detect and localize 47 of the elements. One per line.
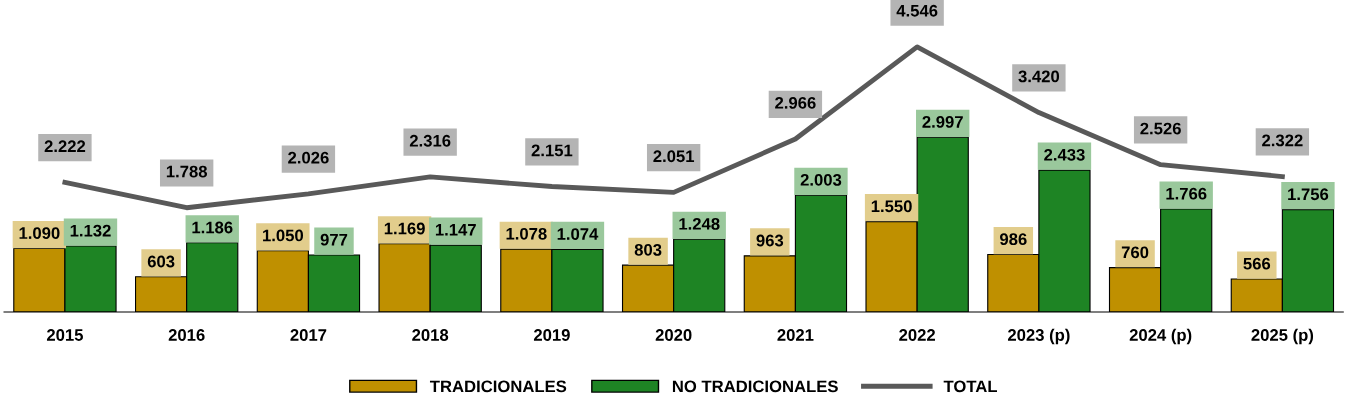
data-label: 2.316 (409, 134, 451, 147)
data-label: 986 (1000, 233, 1027, 246)
data-label: 1.169 (384, 222, 425, 235)
legend-label: TRADICIONALES (429, 380, 567, 393)
data-label: 3.420 (1018, 70, 1060, 83)
legend-label: TOTAL (943, 380, 997, 393)
data-label: 803 (634, 243, 662, 256)
legend-label: NO TRADICIONALES (672, 380, 838, 393)
data-label: 2.222 (44, 140, 86, 152)
data-label: 1.132 (70, 224, 111, 237)
data-label: 1.788 (166, 165, 208, 178)
data-label: 2.003 (800, 173, 842, 186)
data-label: 1.766 (1166, 187, 1207, 200)
x-tick-label: 2022 (899, 329, 936, 341)
data-label: 1.248 (679, 217, 720, 230)
data-label: 2.966 (775, 96, 816, 109)
x-tick-label: 2023 (p) (1007, 328, 1070, 345)
x-tick-label: 2015 (46, 329, 83, 341)
x-tick-label: 2018 (412, 329, 449, 341)
x-tick-label: 2025 (p) (1251, 328, 1314, 345)
data-label: 2.026 (288, 151, 329, 164)
data-label: 1.090 (19, 227, 60, 239)
data-label: 2.051 (653, 150, 695, 163)
data-label: 4.546 (896, 4, 938, 17)
data-label: 1.550 (871, 200, 912, 213)
data-label: 1.078 (506, 227, 547, 240)
data-label: 1.050 (263, 229, 304, 242)
data-label: 2.433 (1044, 148, 1085, 161)
x-tick-label: 2021 (777, 329, 814, 341)
x-tick-label: 2017 (290, 329, 327, 341)
data-label: 977 (320, 233, 348, 246)
x-tick-label: 2016 (168, 329, 205, 341)
x-tick-label: 2019 (533, 329, 570, 341)
data-label: 2.997 (922, 115, 963, 128)
data-label: 2.151 (531, 144, 573, 157)
x-tick-label: 2024 (p) (1129, 328, 1192, 345)
data-label: 760 (1121, 246, 1149, 259)
data-label: 566 (1243, 257, 1271, 270)
x-tick-label: 2020 (655, 329, 692, 341)
data-label: 2.322 (1262, 134, 1303, 147)
data-label: 1.186 (192, 221, 233, 234)
data-label: 603 (147, 255, 175, 268)
data-label: 1.074 (557, 228, 599, 240)
data-label: 963 (756, 234, 784, 247)
data-label: 2.526 (1140, 122, 1181, 135)
data-label: 1.147 (435, 224, 476, 236)
data-label: 1.756 (1288, 188, 1329, 201)
